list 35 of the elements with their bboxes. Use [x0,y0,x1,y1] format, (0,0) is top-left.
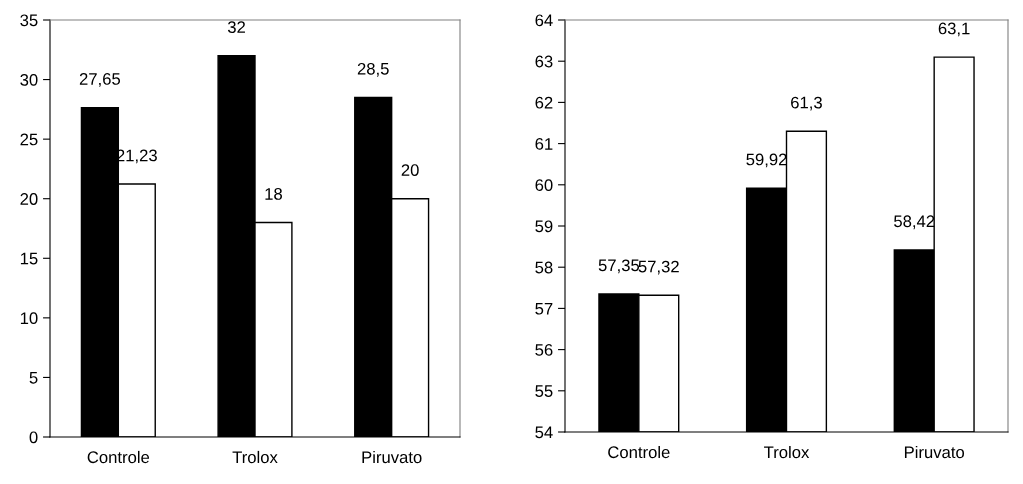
y-tick-label: 35 [20,14,38,27]
y-tick-label: 5 [29,372,38,384]
y-tick-label: 61 [535,138,553,150]
data-label: 20 [401,164,419,176]
data-label: 57,35 [598,259,640,274]
x-tick-label: Trolox [764,445,810,459]
x-tick-label: Trolox [232,450,278,464]
y-tick-label: 59 [535,220,553,233]
y-tick-label: 0 [29,431,38,444]
data-label: 57,32 [638,260,679,275]
data-label: 59,92 [746,153,787,168]
x-tick-label: Piruvato [904,445,965,459]
y-tick-label: 20 [20,193,38,205]
data-label: 61,3 [791,96,822,111]
y-tick-label: 56 [535,344,553,356]
data-label: 28,5 [357,62,389,77]
y-tick-label: 10 [20,312,38,325]
x-tick-label: Controle [608,445,670,459]
y-tick-label: 54 [535,426,553,439]
y-tick-label: 58 [535,261,553,274]
y-tick-label: 15 [20,252,38,265]
y-tick-label: 60 [535,179,553,191]
data-label: 18 [265,188,282,200]
x-tick-label: Controle [87,450,150,464]
y-tick-label: 30 [20,73,38,86]
y-tick-label: 64 [535,14,553,27]
y-tick-label: 55 [535,385,553,397]
y-tick-label: 57 [535,302,553,315]
data-label: 27,65 [79,73,121,87]
y-tick-label: 25 [20,133,38,146]
y-tick-label: 62 [535,96,553,109]
data-label: 32 [227,21,245,33]
y-tick-label: 63 [535,55,553,68]
x-tick-label: Piruvato [362,450,422,464]
data-label: 63,1 [938,22,970,37]
